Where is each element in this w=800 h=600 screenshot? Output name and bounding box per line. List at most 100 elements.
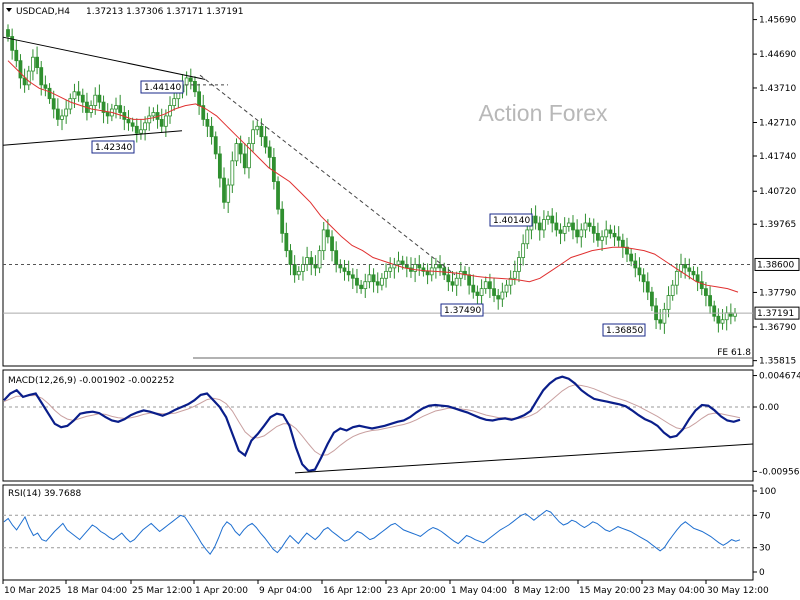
macd-tick-label: 0.004674 (759, 372, 800, 382)
candle-body (546, 215, 550, 220)
candle-body (288, 250, 293, 265)
candle-body (334, 250, 339, 265)
candle-body (487, 281, 492, 290)
candle-body (579, 229, 584, 238)
candle-body (550, 215, 555, 224)
symbol-label: USDCAD,H4 (16, 7, 70, 17)
candle-body (542, 219, 546, 231)
candle-body (674, 270, 679, 286)
candle-body (695, 274, 700, 283)
price-annotation-box (602, 323, 646, 337)
time-tick-label: 23 Apr 20:00 (387, 586, 446, 596)
candle-body (583, 222, 588, 231)
candle-body (425, 270, 430, 276)
resistance-label: 1.38600 (757, 260, 794, 270)
candles-group (6, 24, 737, 334)
price-tick-label: 1.41740 (759, 152, 796, 162)
candle-body (670, 284, 675, 296)
candle-body (691, 270, 696, 276)
current-price-label: 1.37191 (757, 309, 794, 319)
candle-body (39, 67, 44, 86)
candle-body (342, 267, 347, 272)
macd-tick-label: -0.009568 (759, 467, 800, 477)
candle-body (616, 236, 621, 241)
candle-body (80, 94, 85, 103)
candle-body (492, 288, 496, 296)
candle-body (130, 122, 135, 127)
candle-body (359, 284, 364, 290)
candle-body (708, 295, 712, 307)
ohlc-readout: 1.37213 1.37306 1.37171 1.37191 (86, 7, 243, 17)
candle-body (26, 70, 31, 86)
candle-body (255, 125, 260, 131)
candle-body (704, 288, 708, 296)
price-annotation-label: 1.37490 (444, 306, 481, 316)
candle-body (404, 264, 409, 269)
candle-body (650, 291, 654, 307)
time-tick-label: 8 May 12:00 (514, 586, 570, 596)
candle-body (301, 264, 305, 272)
candle-body (413, 264, 418, 272)
candle-body (467, 274, 472, 286)
candle-body (76, 91, 81, 96)
candle-body (188, 77, 193, 82)
candle-body (172, 98, 177, 106)
candle-body (60, 115, 64, 120)
candle-body (620, 239, 625, 248)
candle-body (438, 264, 442, 269)
candle-body (6, 29, 10, 37)
candle-body (384, 270, 388, 279)
price-tick-label: 1.45690 (759, 16, 796, 26)
price-annotation-label: 1.40140 (493, 216, 530, 226)
candle-body (43, 84, 48, 89)
rsi-line (3, 509, 741, 556)
time-tick-label: 18 Mar 04:00 (67, 586, 127, 596)
macd-tick-label: 0.00 (759, 403, 779, 413)
price-tick-label: 1.36790 (759, 323, 796, 333)
time-tick-label: 1 May 04:00 (451, 586, 507, 596)
candle-body (47, 87, 52, 100)
candle-body (699, 281, 704, 290)
candle-body (454, 277, 459, 286)
candle-body (371, 274, 376, 283)
macd-trendline (294, 443, 754, 474)
candle-body (350, 274, 355, 279)
candle-body (433, 264, 438, 269)
candle-body (226, 184, 231, 203)
candle-body (296, 270, 301, 276)
candle-body (284, 232, 289, 252)
candle-body (247, 143, 251, 169)
rsi-title: RSI(14) 39.7688 (8, 489, 81, 499)
candle-body (720, 319, 725, 324)
rsi-tick-label: 70 (759, 511, 771, 521)
candle-body (55, 108, 60, 120)
price-tick-label: 1.39765 (759, 220, 796, 230)
candle-body (483, 281, 488, 290)
watermark: Action Forex (478, 100, 608, 126)
candle-body (147, 115, 152, 124)
candle-body (217, 153, 222, 179)
current-price-box (754, 306, 800, 320)
candle-body (591, 226, 596, 234)
candle-body (134, 125, 139, 134)
candle-body (508, 277, 513, 286)
candle-body (97, 94, 102, 103)
candle-body (388, 267, 393, 272)
candle-body (442, 267, 447, 276)
candle-body (242, 153, 247, 169)
candle-body (558, 229, 563, 234)
candle-body (313, 264, 318, 269)
candle-body (72, 91, 77, 100)
candle-body (276, 181, 280, 210)
candle-body (330, 236, 334, 252)
candle-body (512, 270, 517, 279)
time-tick-label: 10 Mar 2025 (4, 586, 61, 596)
price-annotation-box (140, 80, 184, 94)
candle-body (18, 60, 23, 79)
dropdown-arrow-icon (6, 8, 12, 12)
candle-body (641, 274, 646, 283)
candle-body (367, 274, 372, 283)
candle-body (604, 229, 609, 238)
candle-body (571, 222, 575, 231)
